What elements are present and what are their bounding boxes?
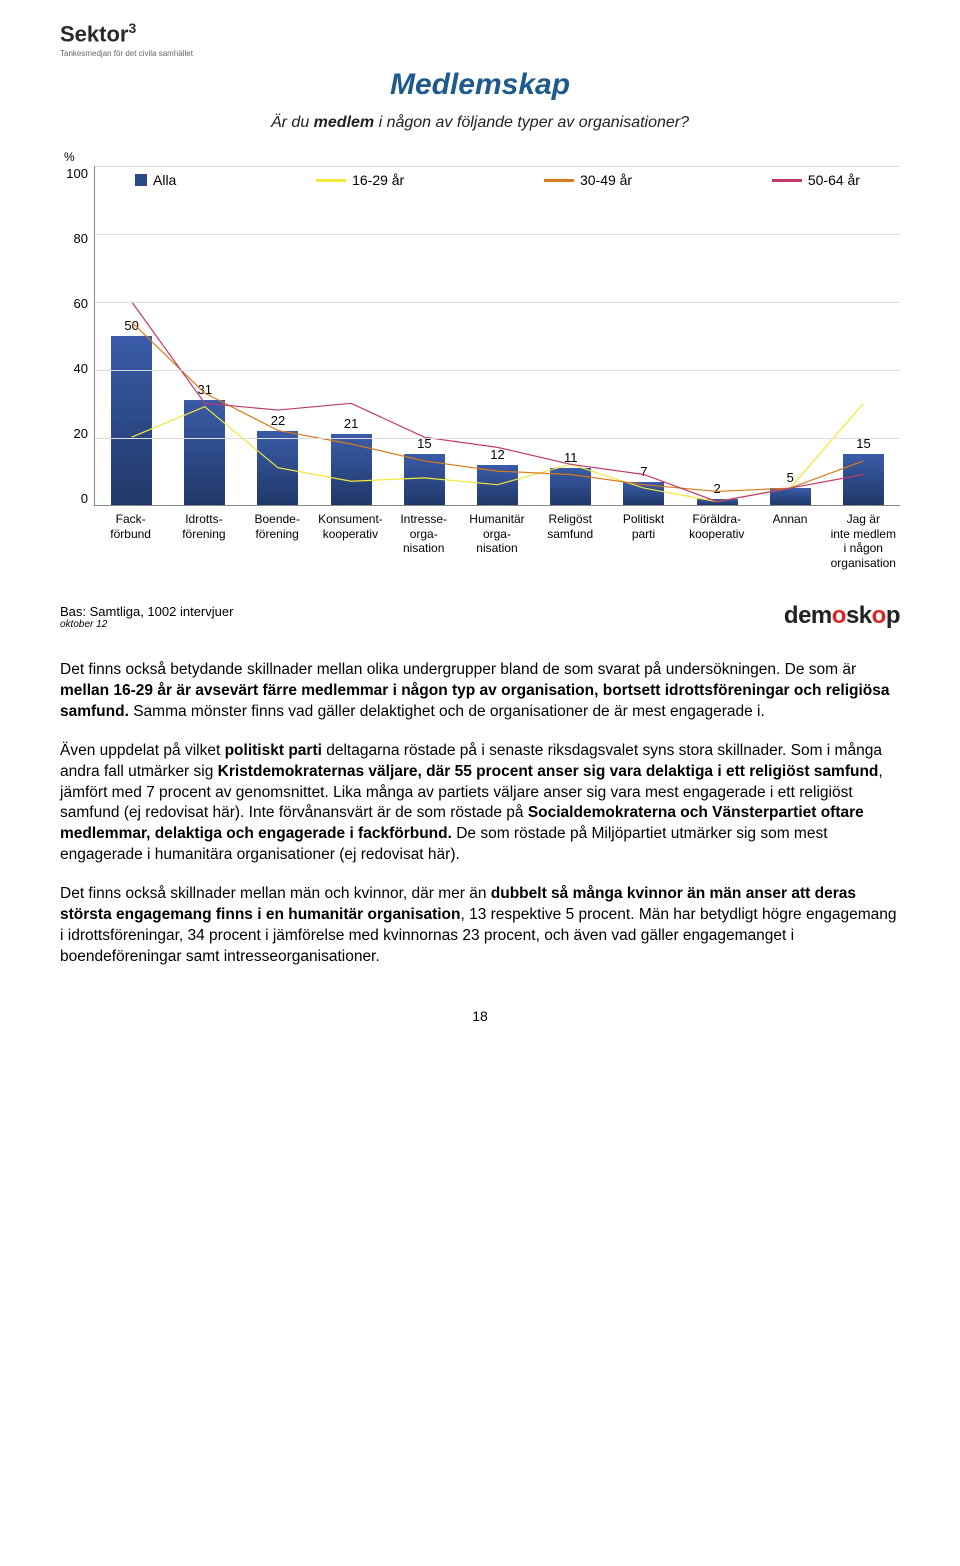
lines-overlay [95, 166, 900, 505]
x-axis-label: Föräldra-kooperativ [680, 512, 753, 570]
y-tick: 0 [81, 491, 88, 506]
x-axis-label: Idrotts-förening [167, 512, 240, 570]
paragraph-3: Det finns också skillnader mellan män oc… [60, 884, 900, 968]
chart-subtitle: Är du medlem i någon av följande typer a… [60, 114, 900, 132]
y-axis: 100 80 60 40 20 0 [60, 166, 94, 506]
plot-area: Alla16-29 år30-49 år50-64 år 50312221151… [94, 166, 900, 506]
demoskop-logo: demoskop [784, 602, 900, 630]
y-tick: 100 [66, 166, 88, 181]
x-axis-label: Humanitärorga-nisation [460, 512, 533, 570]
grid-line [95, 438, 900, 439]
base-note: Bas: Samtliga, 1002 intervjuer oktober 1… [60, 604, 233, 630]
y-tick: 20 [74, 426, 88, 441]
paragraph-1: Det finns också betydande skillnader mel… [60, 660, 900, 723]
x-axis-label: Religöstsamfund [534, 512, 607, 570]
page-number: 18 [60, 1008, 900, 1024]
chart-line [132, 404, 864, 502]
logo-sup: 3 [128, 20, 136, 36]
x-axis-label: Intresse-orga-nisation [387, 512, 460, 570]
chart-title: Medlemskap [60, 68, 900, 102]
x-axis-label: Konsument-kooperativ [314, 512, 387, 570]
logo-subtitle: Tankesmedjan för det civila samhället [60, 49, 900, 58]
chart-footer: Bas: Samtliga, 1002 intervjuer oktober 1… [60, 602, 900, 630]
y-tick: 60 [74, 296, 88, 311]
x-axis-label: Fack-förbund [94, 512, 167, 570]
x-axis-labels: Fack-förbundIdrotts-föreningBoende-fören… [94, 512, 900, 570]
paragraph-2: Även uppdelat på vilket politiskt parti … [60, 741, 900, 867]
y-tick: 40 [74, 361, 88, 376]
body-text: Det finns också betydande skillnader mel… [60, 660, 900, 968]
grid-line [95, 302, 900, 303]
x-axis-label: Boende-förening [241, 512, 314, 570]
y-tick: 80 [74, 231, 88, 246]
grid-line [95, 234, 900, 235]
logo: Sektor3 [60, 20, 900, 47]
grid-line [95, 166, 900, 167]
chart-area: 100 80 60 40 20 0 Alla16-29 år30-49 år50-64 å… [60, 166, 900, 506]
logo-text: Sektor [60, 21, 128, 46]
grid-line [95, 370, 900, 371]
x-axis-label: Politisktparti [607, 512, 680, 570]
x-axis-label: Annan [753, 512, 826, 570]
x-axis-label: Jag ärinte medlemi någon organisation [827, 512, 900, 570]
y-axis-unit: % [64, 150, 900, 164]
